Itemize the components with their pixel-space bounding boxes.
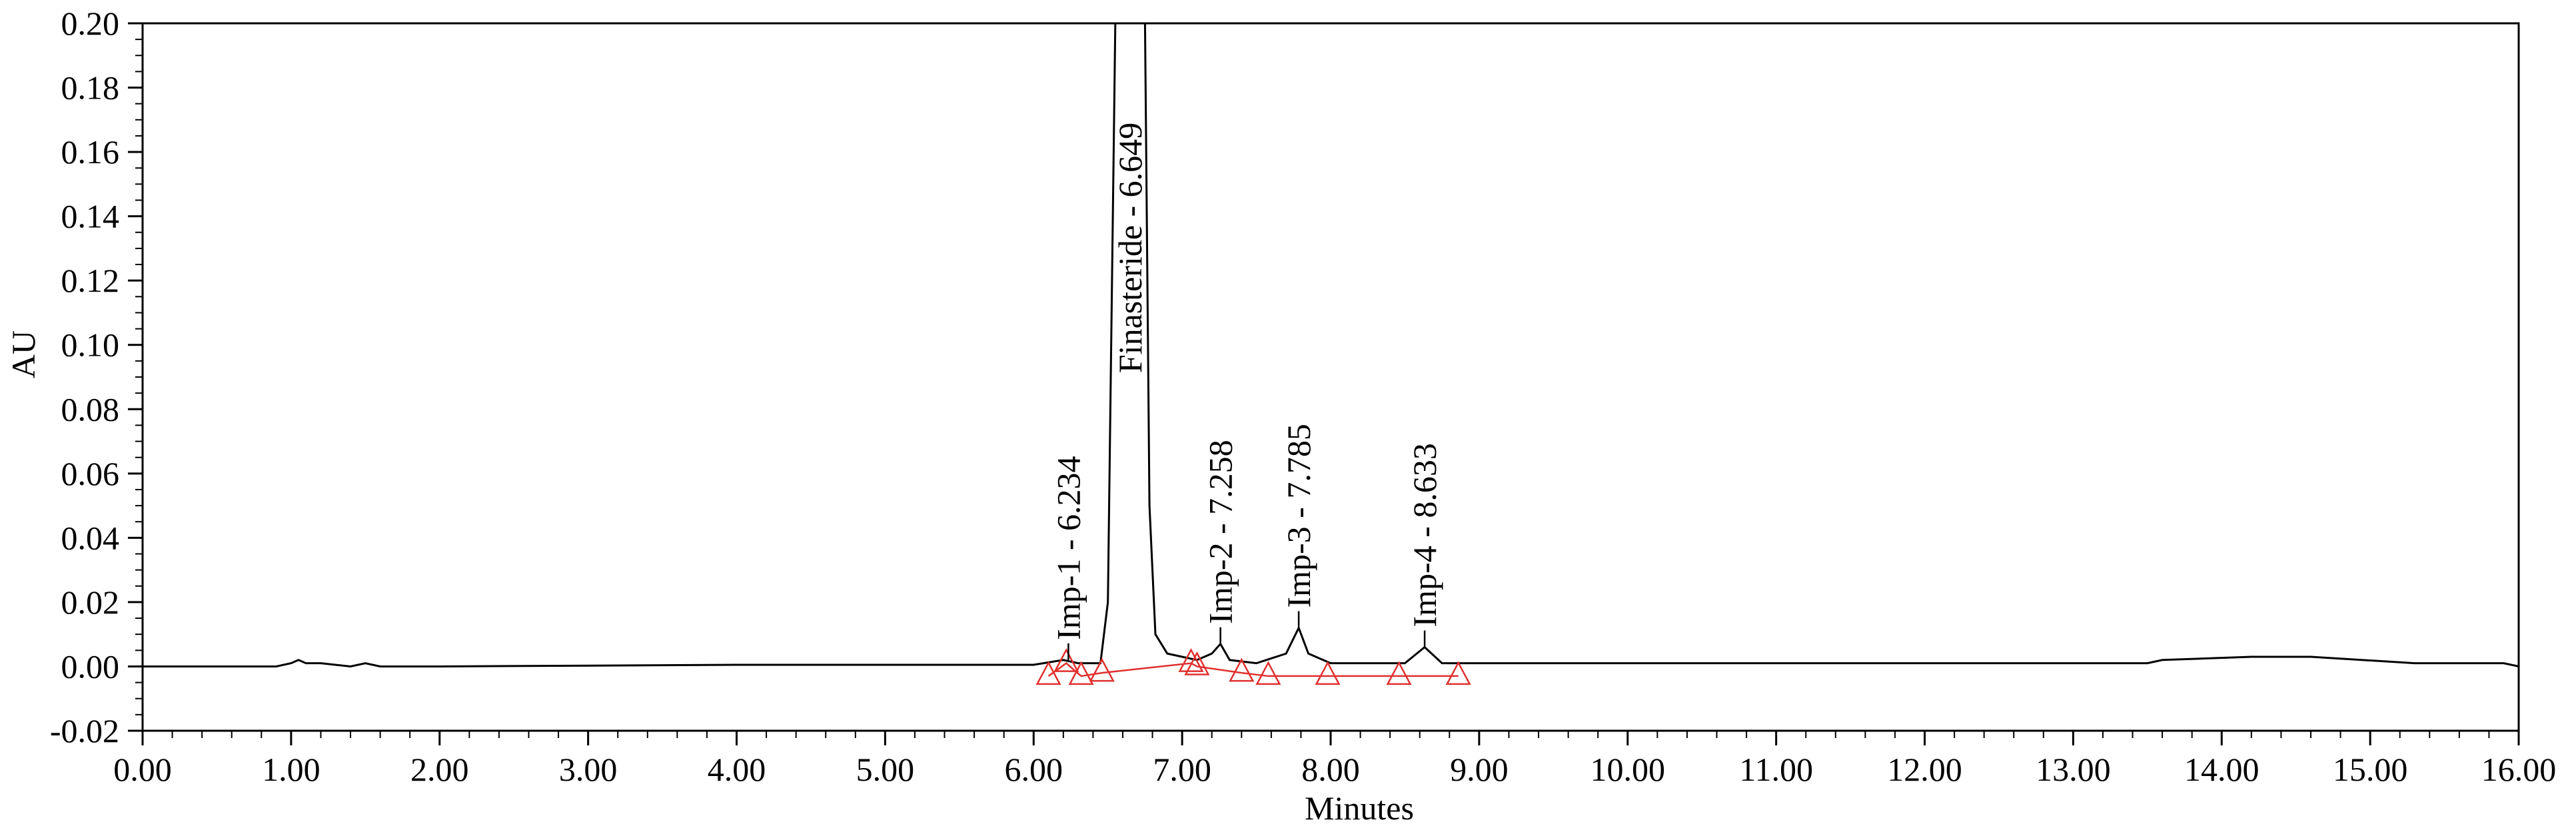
x-tick-label: 7.00 xyxy=(1153,751,1211,788)
x-tick-label: 5.00 xyxy=(856,751,915,788)
baseline-event-marker xyxy=(1229,657,1255,682)
baseline-event-marker xyxy=(1053,647,1079,672)
x-tick-label: 14.00 xyxy=(2184,751,2259,788)
peak-label: Imp-4 - 8.633 xyxy=(1406,443,1443,627)
baseline-event-marker xyxy=(1178,647,1204,672)
x-tick-label: 4.00 xyxy=(708,751,766,788)
x-tick-label: 15.00 xyxy=(2333,751,2408,788)
peak-label: Imp-1 - 6.234 xyxy=(1049,456,1087,639)
x-tick-label: 1.00 xyxy=(262,751,321,788)
y-tick-label: 0.00 xyxy=(61,647,120,685)
baseline-event-marker xyxy=(1068,661,1094,685)
x-tick-label: 12.00 xyxy=(1887,751,1962,788)
x-tick-label: 0.00 xyxy=(113,751,172,788)
x-tick-label: 10.00 xyxy=(1591,751,1666,788)
x-tick-label: 16.00 xyxy=(2481,751,2557,788)
y-tick-label: 0.06 xyxy=(61,455,120,492)
baseline-event-marker xyxy=(1445,661,1471,685)
baseline-event-marker xyxy=(1315,661,1341,685)
x-tick-label: 2.00 xyxy=(410,751,469,788)
baseline-event-marker xyxy=(1035,661,1061,685)
baseline-event-marker xyxy=(1386,661,1412,685)
x-axis-label: Minutes xyxy=(1305,789,1414,827)
peak-label: Imp-3 - 7.785 xyxy=(1280,424,1317,608)
y-tick-label: 0.16 xyxy=(61,133,120,171)
x-tick-label: 8.00 xyxy=(1301,751,1360,788)
y-tick-label: 0.02 xyxy=(61,584,120,621)
peak-label: Imp-2 - 7.258 xyxy=(1202,440,1239,623)
y-axis-label: AU xyxy=(5,330,42,378)
x-tick-label: 13.00 xyxy=(2036,751,2111,788)
y-tick-label: 0.08 xyxy=(61,390,120,428)
y-tick-label: 0.04 xyxy=(61,519,120,556)
x-tick-label: 9.00 xyxy=(1450,751,1509,788)
x-tick-label: 11.00 xyxy=(1739,751,1813,788)
baseline-event-marker xyxy=(1255,661,1281,685)
y-tick-label: 0.10 xyxy=(61,326,120,364)
y-tick-label: 0.20 xyxy=(61,5,120,42)
chromatogram-trace xyxy=(143,23,2519,667)
x-tick-label: 6.00 xyxy=(1005,751,1063,788)
x-tick-label: 3.00 xyxy=(559,751,618,788)
y-tick-label: 0.14 xyxy=(61,198,120,235)
y-tick-label: 0.12 xyxy=(61,262,120,299)
y-tick-label: -0.02 xyxy=(50,712,119,749)
y-tick-label: 0.18 xyxy=(61,69,120,107)
baseline-event-marker xyxy=(1089,657,1115,682)
baseline-event-marker xyxy=(1184,651,1210,675)
plot-frame xyxy=(141,22,2520,732)
trace-area xyxy=(143,23,2519,677)
peak-label: Finasteride - 6.649 xyxy=(1111,123,1149,373)
